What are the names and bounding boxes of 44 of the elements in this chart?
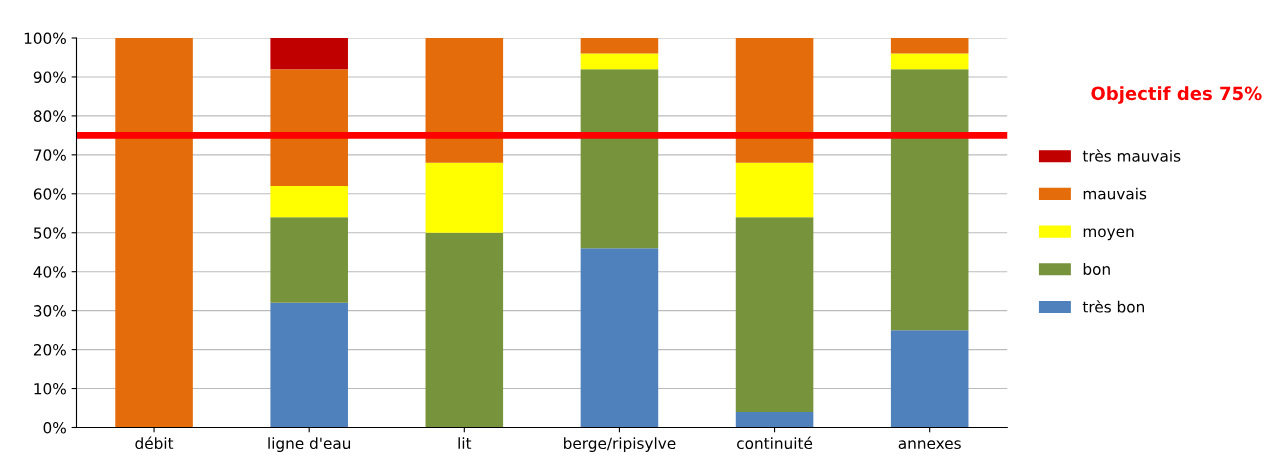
y-tick-label: 30% (33, 305, 66, 317)
legend-label: mauvais (1083, 187, 1147, 200)
bar (425, 38, 504, 163)
bar (270, 302, 348, 428)
bar (580, 53, 659, 70)
legend-label: très bon (1082, 300, 1144, 313)
x-tick-label: débit (135, 436, 174, 450)
legend-label: moyen (1083, 228, 1134, 241)
x-tick-label: continuité (737, 436, 813, 450)
bar (425, 232, 504, 428)
bar (890, 69, 969, 331)
y-tick-label: 100% (24, 32, 66, 45)
x-tick-label: ligne d'eau (268, 437, 351, 453)
bar (270, 38, 348, 70)
y-tick-label: 0% (43, 421, 66, 434)
x-tick-label: annexes (898, 440, 961, 450)
legend-label: bon (1083, 263, 1110, 275)
bar (270, 217, 348, 303)
x-tick-label: lit (458, 437, 472, 449)
bar (890, 330, 969, 428)
bar (890, 38, 969, 54)
bar (425, 162, 504, 233)
y-tick-label: 50% (34, 227, 66, 239)
bar (735, 411, 814, 428)
y-tick-label: 70% (34, 149, 66, 161)
y-tick-label: 90% (33, 71, 66, 83)
bar (115, 38, 193, 428)
y-tick-label: 80% (33, 110, 66, 122)
y-tick-label: 40% (33, 266, 66, 278)
bar (890, 53, 969, 70)
bar (580, 248, 659, 428)
y-tick-label: 20% (33, 344, 66, 356)
bar (270, 69, 348, 187)
bar (580, 69, 659, 249)
legend-label: très mauvais (1082, 149, 1181, 162)
ref-line-label: Objectif des 75% (1091, 86, 1262, 104)
y-tick-label: 10% (34, 383, 66, 395)
x-tick-label: berge/ripisylve (564, 437, 676, 453)
bar (580, 38, 659, 54)
bar (735, 38, 814, 163)
y-tick-label: 60% (33, 188, 66, 200)
bar (735, 162, 814, 218)
bar (735, 217, 814, 412)
bar (270, 186, 348, 218)
